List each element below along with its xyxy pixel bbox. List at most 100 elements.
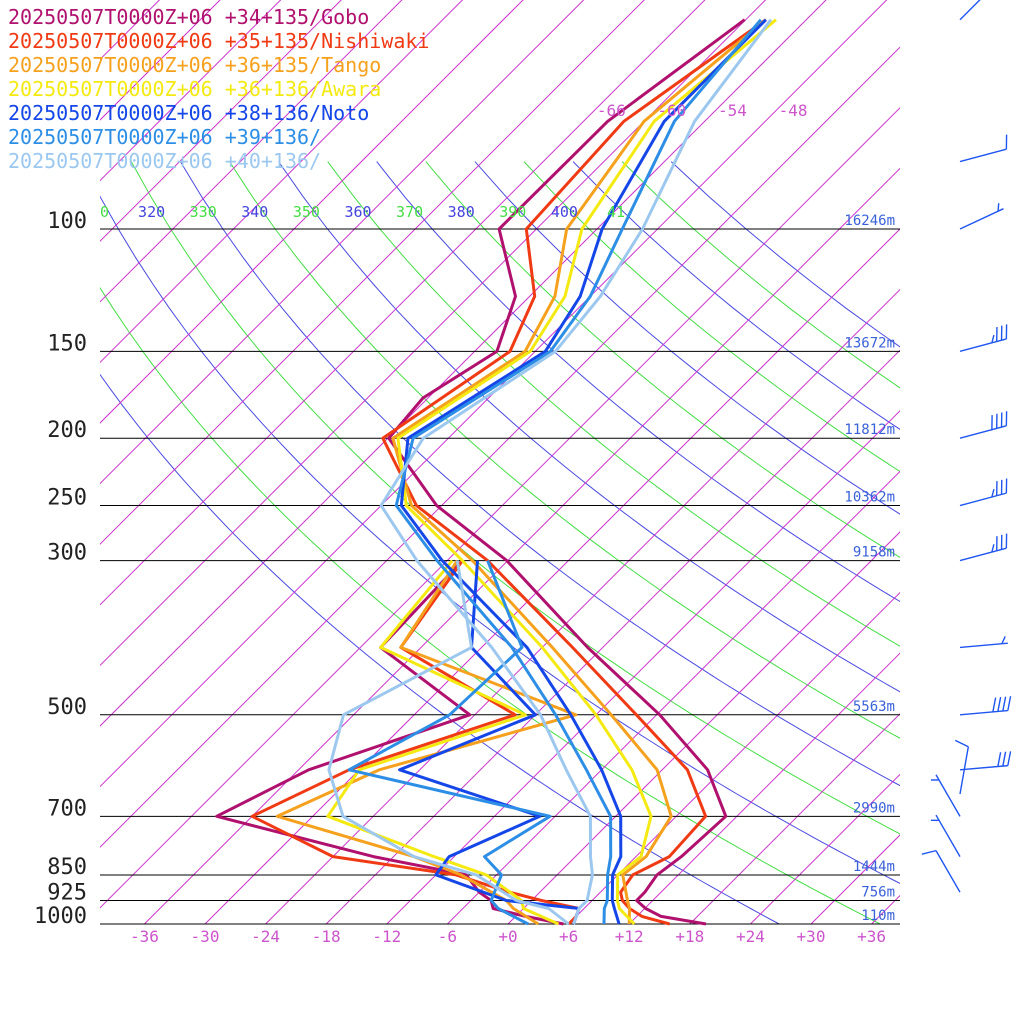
temperature-series-line — [391, 18, 767, 925]
temperature-tick-label: -30 — [191, 927, 220, 946]
pressure-label: 500 — [47, 695, 87, 720]
isotherm-top-label: -60 — [657, 101, 686, 120]
temperature-tick-label: +18 — [675, 927, 704, 946]
dry-adiabat-lines — [100, 161, 900, 924]
dry-adiabat-line — [278, 161, 900, 693]
isotherm-line — [204, 228, 900, 924]
wind-barb — [959, 411, 1008, 439]
temperature-series-line — [399, 18, 767, 925]
theta-label: 390 — [499, 203, 526, 221]
pressure-label: 1000 — [34, 904, 87, 929]
temperature-series-line — [381, 18, 767, 926]
isotherm-line — [265, 288, 900, 924]
pressure-label: 250 — [47, 486, 87, 511]
pressure-label: 200 — [47, 418, 87, 443]
isotherm-line — [871, 894, 900, 924]
pressure-label: 150 — [47, 331, 87, 356]
axis-labels: 100 16246m 150 13672m 200 11812m 250 10362m 300 9… — [34, 101, 895, 946]
temperature-tick-label: +24 — [736, 927, 765, 946]
height-label: 11812m — [844, 422, 895, 438]
pressure-label: 925 — [47, 880, 87, 905]
dry-adiabat-line — [130, 161, 900, 835]
temperature-series-line — [394, 18, 762, 925]
theta-label: 330 — [190, 203, 217, 221]
isotherm-top-label: -48 — [779, 101, 808, 120]
isobar-lines — [100, 228, 900, 925]
height-label: 1444m — [853, 859, 895, 875]
theta-label: 370 — [396, 203, 423, 221]
theta-label: 320 — [138, 203, 165, 221]
legend-entry: 20250507T0000Z+06 +40+136/ — [8, 149, 321, 173]
height-label: 2990m — [853, 800, 895, 816]
wind-barb — [959, 751, 1012, 771]
pressure-label: 700 — [47, 796, 87, 821]
wind-barb — [921, 849, 961, 893]
dry-adiabat-line — [474, 161, 900, 515]
height-label: 13672m — [844, 335, 895, 351]
legend-entry: 20250507T0000Z+06 +34+135/Gobo — [8, 5, 369, 29]
wind-barb — [959, 324, 1008, 353]
isotherm-line — [100, 0, 221, 121]
temperature-series-line — [387, 18, 746, 926]
wind-barbs — [921, 0, 1012, 893]
temperature-tick-label: -12 — [372, 927, 401, 946]
temperature-series-line — [379, 18, 773, 925]
wind-barb — [954, 739, 970, 795]
isotherm-line — [810, 834, 900, 924]
height-label: 16246m — [844, 213, 895, 229]
wind-barb — [959, 636, 1008, 649]
temperature-tick-label: +30 — [797, 927, 826, 946]
legend-entry: 20250507T0000Z+06 +38+136/Noto — [8, 101, 369, 125]
dry-adiabat-line — [100, 195, 900, 884]
height-label: 10362m — [844, 490, 895, 506]
isotherm-line — [507, 531, 900, 924]
pressure-label: 100 — [47, 209, 87, 234]
isotherm-line — [386, 410, 900, 924]
theta-label: 380 — [448, 203, 475, 221]
legend: 20250507T0000Z+06 +34+135/Gobo20250507T0… — [8, 5, 429, 173]
temperature-tick-label: +0 — [498, 927, 517, 946]
isotherm-line — [447, 470, 900, 924]
isotherm-line — [100, 0, 282, 182]
dewpoint-series-line — [398, 560, 581, 925]
isotherm-top-label: -54 — [718, 101, 747, 120]
wind-barb — [959, 696, 1012, 716]
height-label: 756m — [861, 884, 895, 900]
legend-entry: 20250507T0000Z+06 +39+136/ — [8, 125, 321, 149]
isotherm-line — [100, 0, 524, 424]
height-label: 5563m — [853, 699, 895, 715]
dry-adiabat-line — [100, 286, 881, 924]
temperature-tick-label: +12 — [615, 927, 644, 946]
height-label: 110m — [861, 908, 895, 924]
legend-entry: 20250507T0000Z+06 +35+135/Nishiwaki — [8, 29, 429, 53]
dewpoint-series-line — [347, 560, 552, 926]
isotherm-line — [932, 0, 1024, 924]
temperature-tick-label: -24 — [251, 927, 280, 946]
wind-barb — [959, 134, 1008, 163]
dry-adiabat-line — [327, 161, 900, 647]
theta-label: 0 — [100, 203, 109, 221]
isotherm-line — [689, 713, 900, 924]
theta-label: 400 — [551, 203, 578, 221]
isotherm-line — [628, 652, 900, 924]
dewpoint-series-line — [327, 560, 570, 926]
legend-entry: 20250507T0000Z+06 +36+135/Tango — [8, 53, 381, 77]
dry-adiabat-line — [425, 161, 900, 559]
wind-barb — [930, 774, 961, 817]
dry-adiabat-line — [100, 373, 780, 924]
isotherm-line — [568, 591, 900, 924]
theta-label: 340 — [241, 203, 268, 221]
isotherm-line — [100, 0, 403, 303]
isotherm-top-label: -66 — [597, 101, 626, 120]
theta-label: 41 — [607, 203, 625, 221]
dry-adiabat-line — [376, 161, 900, 603]
theta-label: 360 — [344, 203, 371, 221]
isotherm-line — [993, 0, 1024, 924]
legend-entry: 20250507T0000Z+06 +36+136/Awara — [8, 77, 381, 101]
wind-barb — [959, 203, 1004, 230]
wind-barb — [959, 478, 1008, 507]
isotherm-line — [100, 0, 342, 242]
sounding-series — [215, 18, 777, 926]
wind-barb — [959, 533, 1008, 562]
